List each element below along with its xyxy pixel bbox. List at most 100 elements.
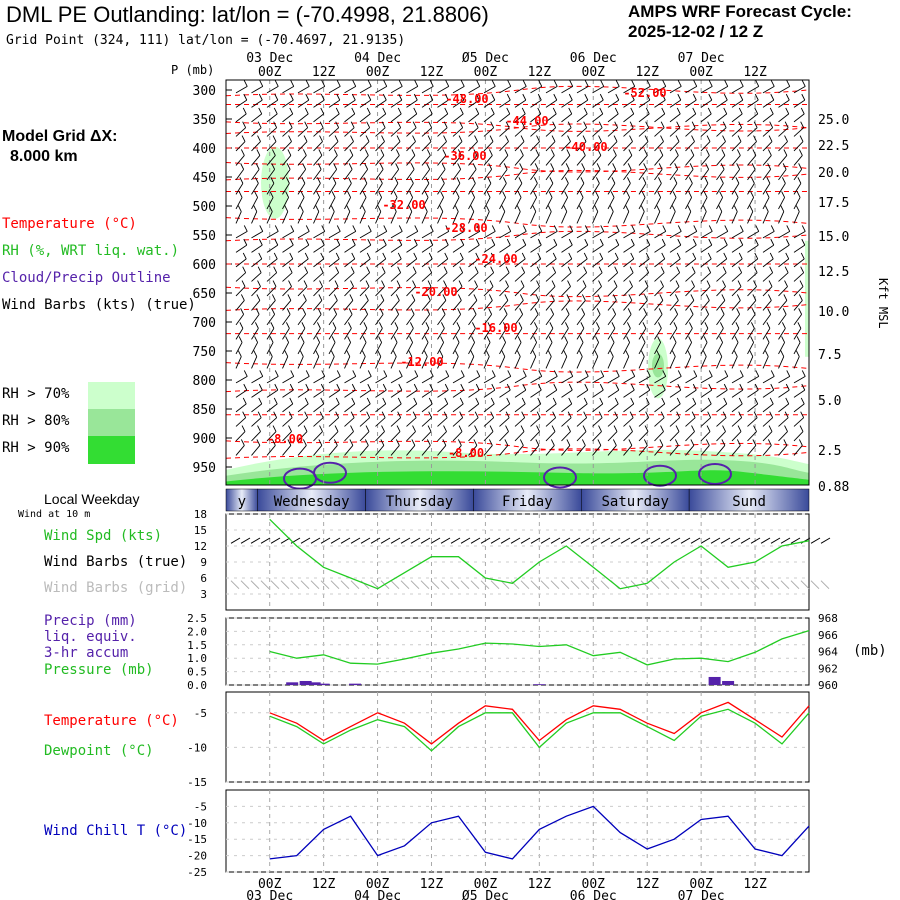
wind-barb: [716, 300, 726, 311]
wind-barb: [359, 376, 372, 384]
wind-barb-flag: [457, 439, 462, 446]
wind-barb-flag: [536, 121, 541, 128]
wind-barb: [716, 113, 728, 123]
wind-barb: [297, 258, 309, 268]
wind-barb: [328, 314, 338, 326]
wind-barb: [592, 342, 600, 355]
wind-barb-grid: [550, 580, 560, 590]
wind-barb: [793, 197, 801, 210]
wind-barb: [700, 431, 711, 442]
wind-barb: [437, 300, 447, 311]
wind-barb: [623, 183, 631, 195]
wind-barb: [700, 197, 708, 210]
wind-barb-flag: [550, 439, 555, 446]
wind-barb-true: [640, 537, 651, 544]
wind-barb: [499, 183, 507, 195]
wind-barb: [747, 376, 759, 384]
wind-barb: [638, 356, 645, 369]
wind-barb-flag: [489, 425, 494, 432]
wind-barb: [731, 141, 742, 152]
wind-barb-flag: [459, 266, 464, 273]
wind-barb: [716, 244, 728, 253]
wind-barb-flag: [319, 135, 323, 142]
wind-barb-flag: [598, 425, 602, 432]
wind-barb-flag: [538, 80, 543, 87]
wind-barb: [607, 403, 619, 413]
wind-barb: [778, 356, 785, 369]
wind-barb: [313, 403, 325, 413]
wind-barb-flag: [662, 80, 667, 87]
wind-barb-flag: [242, 266, 247, 273]
wind-barb: [716, 445, 726, 456]
rh-right-edge: [805, 240, 809, 357]
wind-barb-flag: [795, 205, 800, 212]
wind-barb-flag: [395, 163, 400, 170]
wind-barb: [530, 183, 538, 195]
wind-barb-flag: [643, 308, 648, 315]
wind-barb: [483, 169, 493, 181]
wind-barb: [514, 286, 525, 297]
wind-barb-flag: [301, 177, 306, 184]
wind-barb: [297, 86, 310, 94]
wind-barb: [359, 197, 367, 210]
wind-barb-flag: [241, 135, 246, 142]
wind-barb: [623, 231, 635, 239]
wind-barb: [576, 342, 584, 355]
wind-barb-flag: [676, 397, 681, 405]
wind-barb: [235, 314, 245, 326]
wind-barb: [251, 231, 263, 239]
wind-barb: [793, 314, 803, 326]
wind-barb: [452, 86, 465, 94]
wind-barb: [406, 445, 416, 456]
wind-barb: [530, 231, 542, 239]
wind-barb: [297, 417, 308, 427]
wind-barb-flag: [472, 308, 477, 315]
wind-barb-flag: [615, 80, 620, 87]
wind-barb: [778, 113, 790, 123]
wind-barb: [344, 314, 353, 326]
wind-barb-flag: [659, 149, 664, 156]
wind-barb-flag: [755, 80, 760, 87]
wind-barb-flag: [367, 383, 372, 391]
wind-barb-flag: [782, 308, 787, 315]
wind-barb-true: [780, 537, 791, 544]
wind-barb-flag: [367, 80, 372, 87]
wind-barb: [266, 417, 277, 427]
wind-barb: [297, 99, 310, 108]
wind-barb-true: [740, 537, 751, 544]
wind-barb-flag: [256, 149, 261, 156]
wind-barb: [561, 300, 571, 311]
wind-barb-flag: [425, 322, 430, 329]
wind-barb: [514, 300, 524, 311]
wind-barb-flag: [723, 107, 728, 115]
wind-barb-flag: [238, 191, 243, 198]
wind-barb: [235, 417, 246, 427]
wind-barb: [282, 431, 292, 442]
wind-barb-flag: [754, 252, 759, 260]
wind-barb-flag: [800, 252, 805, 260]
wind-barb-flag: [783, 294, 788, 301]
wind-barb-flag: [503, 163, 508, 170]
wind-barb-flag: [303, 425, 308, 432]
wind-barb-flag: [595, 322, 600, 329]
wind-barb-grid: [480, 580, 490, 590]
wind-barb: [235, 342, 243, 355]
wind-barb: [762, 155, 772, 166]
wind-barb-flag: [578, 205, 583, 212]
wind-barb-flag: [785, 397, 790, 405]
wind-barb-flag: [599, 397, 604, 405]
wind-barb: [297, 155, 307, 166]
wind-barb: [576, 113, 588, 123]
wind-barb: [297, 211, 304, 224]
wind-barb: [576, 431, 587, 442]
wind-barb: [359, 155, 369, 166]
wind-barb-flag: [367, 370, 372, 377]
wind-barb: [514, 155, 524, 166]
wind-barb-flag: [549, 322, 554, 329]
wind-barb: [731, 417, 742, 427]
wind-barb: [282, 86, 294, 94]
wind-barb: [344, 231, 356, 239]
wind-barb: [406, 169, 415, 181]
wind-barb-flag: [286, 163, 291, 170]
time-tick-bottom: 00Z: [582, 877, 606, 892]
